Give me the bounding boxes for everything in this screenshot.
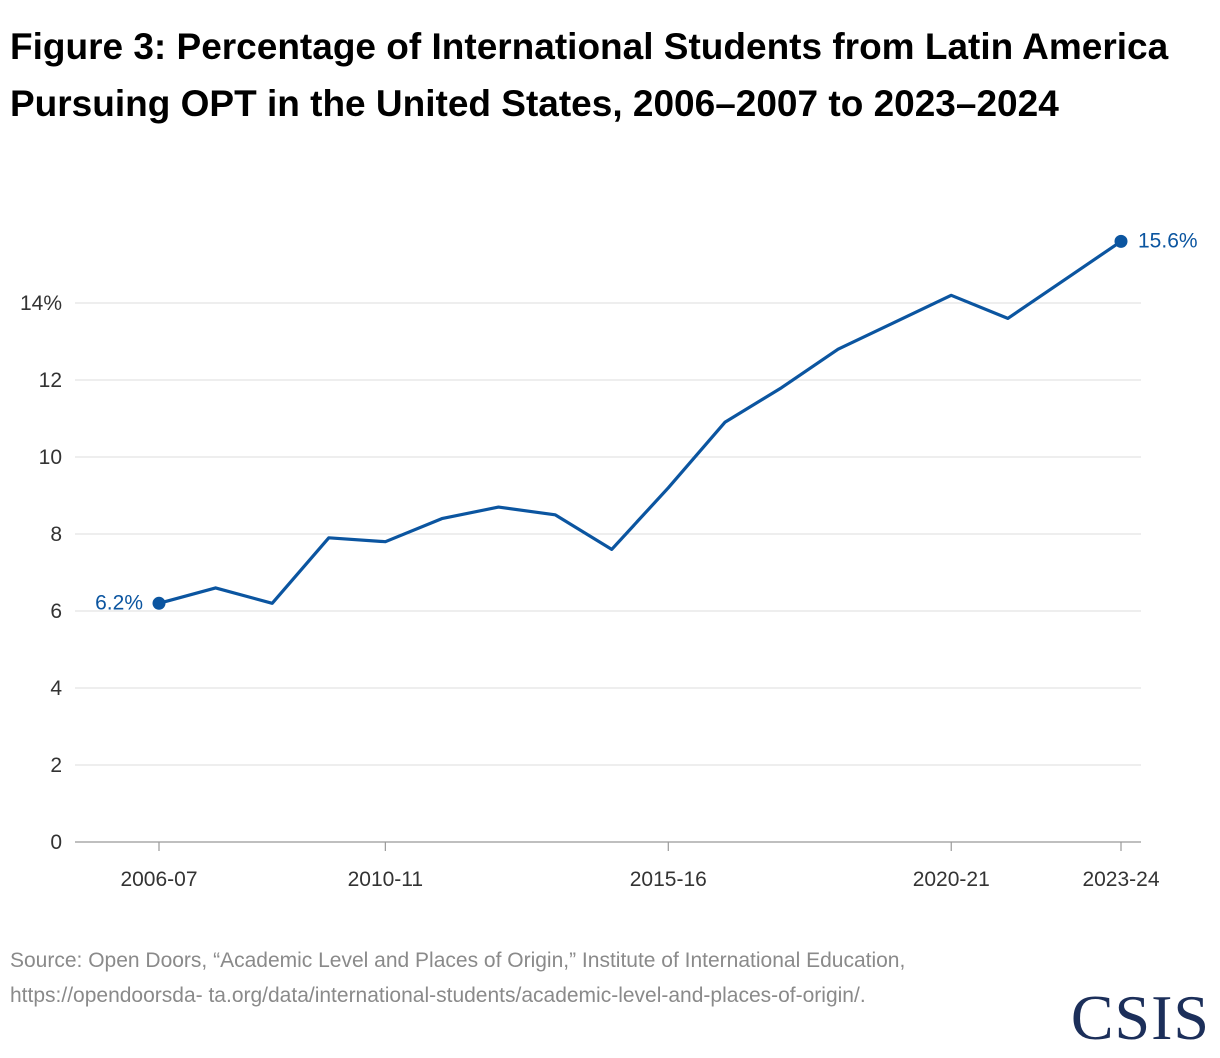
y-tick-label: 14%: [20, 292, 62, 315]
x-tick-label: 2020-21: [913, 868, 990, 891]
chart-title: Figure 3: Percentage of International St…: [10, 26, 1169, 124]
line-chart: 0 2 4 6 8 10 12 14% 2006-07 2010-11 2015-16 2020-2…: [20, 229, 1198, 891]
series-layer: [152, 234, 1128, 610]
source-note: Source: Open Doors, “Academic Level and …: [10, 949, 906, 1007]
y-tick-label: 2: [50, 754, 62, 777]
x-tick-label: 2006-07: [120, 868, 197, 891]
data-label: 6.2%: [95, 591, 143, 614]
y-tick-label: 6: [50, 600, 62, 623]
x-tick-label: 2023-24: [1082, 868, 1159, 891]
grid-lines: [75, 302, 1141, 766]
y-tick-label: 8: [50, 523, 62, 546]
data-label: 15.6%: [1138, 229, 1198, 252]
data-point: [152, 596, 166, 610]
y-axis-ticks: 0 2 4 6 8 10 12 14%: [20, 292, 62, 854]
x-tick-label: 2015-16: [630, 868, 707, 891]
series-line: [157, 239, 1123, 605]
y-tick-label: 10: [39, 446, 62, 469]
y-tick-label: 4: [50, 677, 62, 700]
data-point: [1114, 234, 1128, 248]
csis-logo: CSIS: [1070, 982, 1210, 1053]
x-axis-ticks: 2006-07 2010-11 2015-16 2020-21 2023-24: [120, 842, 1160, 891]
y-tick-label: 12: [39, 369, 62, 392]
x-tick-label: 2010-11: [348, 868, 424, 891]
data-labels: 6.2% 15.6%: [95, 229, 1197, 614]
y-tick-label: 0: [50, 831, 62, 854]
